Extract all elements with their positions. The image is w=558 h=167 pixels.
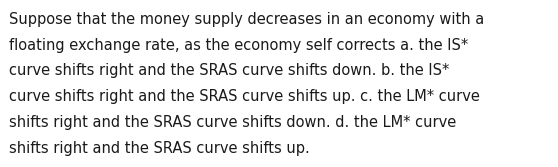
Text: shifts right and the SRAS curve shifts down. d. the LM* curve: shifts right and the SRAS curve shifts d… [9,115,456,130]
Text: curve shifts right and the SRAS curve shifts up. c. the LM* curve: curve shifts right and the SRAS curve sh… [9,89,480,104]
Text: shifts right and the SRAS curve shifts up.: shifts right and the SRAS curve shifts u… [9,141,310,156]
Text: Suppose that the money supply decreases in an economy with a: Suppose that the money supply decreases … [9,12,484,27]
Text: floating exchange rate, as the economy self corrects a. the IS*: floating exchange rate, as the economy s… [9,38,468,53]
Text: curve shifts right and the SRAS curve shifts down. b. the IS*: curve shifts right and the SRAS curve sh… [9,63,449,78]
